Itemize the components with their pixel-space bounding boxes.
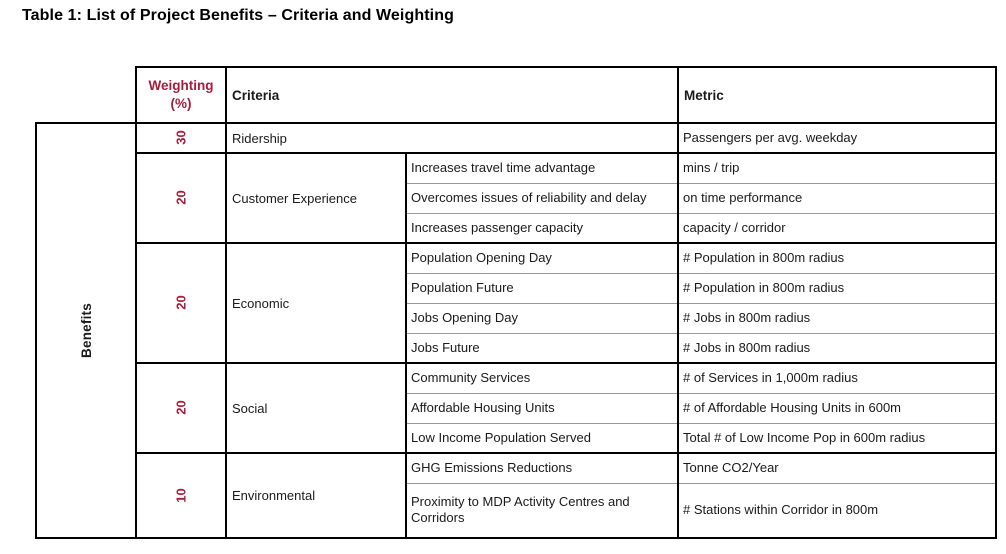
- sub-criteria-cell: Overcomes issues of reliability and dela…: [405, 182, 679, 214]
- criteria-cell: Social: [225, 362, 407, 454]
- table-row: Jobs Future # Jobs in 800m radius: [36, 332, 997, 364]
- sub-criteria-cell: Population Future: [405, 272, 679, 304]
- sub-criteria-cell: GHG Emissions Reductions: [405, 452, 679, 484]
- sub-criteria-cell: Community Services: [405, 362, 679, 394]
- metric-cell: Passengers per avg. weekday: [677, 122, 997, 154]
- table-row: Increases passenger capacity capacity / c…: [36, 212, 997, 244]
- table-row: Proximity to MDP Activity Centres and Co…: [36, 482, 997, 539]
- metric-cell: # Stations within Corridor in 800m: [677, 482, 997, 539]
- weighting-value: 10: [173, 487, 189, 503]
- weighting-value: 30: [173, 130, 189, 145]
- metric-cell: capacity / corridor: [677, 212, 997, 244]
- benefits-table: Weighting (%) Criteria Metric Benefits 30…: [35, 66, 997, 539]
- table-row: 20 Economic Population Opening Day # Popula…: [36, 242, 997, 364]
- benefits-side-label: Benefits: [78, 302, 94, 358]
- table-row: 20 Customer Experience Increases travel ti…: [36, 152, 997, 244]
- sub-criteria-cell: Low Income Population Served: [405, 422, 679, 454]
- metric-cell: Tonne CO2/Year: [677, 452, 997, 484]
- metric-cell: # of Services in 1,000m radius: [677, 362, 997, 394]
- weighting-value: 20: [173, 295, 189, 310]
- table-caption: Table 1: List of Project Benefits – Crit…: [22, 7, 454, 24]
- weighting-cell: 20: [135, 362, 227, 454]
- criteria-cell: Economic: [225, 242, 407, 364]
- metric-column-header: Metric: [677, 66, 997, 124]
- criteria-cell: Ridership: [225, 122, 679, 154]
- table-row: Jobs Opening Day # Jobs in 800m radius: [36, 302, 997, 334]
- header-row: Weighting (%) Criteria Metric: [36, 66, 997, 124]
- metric-cell: # Population in 800m radius: [677, 272, 997, 304]
- metric-cell: # Jobs in 800m radius: [677, 332, 997, 364]
- sub-criteria-cell: Affordable Housing Units: [405, 392, 679, 424]
- table-row: Population Future # Population in 800m ra…: [36, 272, 997, 304]
- weighting-cell: 20: [135, 242, 227, 364]
- metric-cell: # Population in 800m radius: [677, 242, 997, 274]
- table-row: Low Income Population Served Total # of L…: [36, 422, 997, 454]
- table-row: Benefits 30 Ridership Passengers per avg. w…: [35, 122, 997, 539]
- metric-cell: # of Affordable Housing Units in 600m: [677, 392, 997, 424]
- weighting-cell: 10: [135, 452, 227, 539]
- sub-criteria-cell: Jobs Future: [405, 332, 679, 364]
- criteria-cell: Customer Experience: [225, 152, 407, 244]
- table-row: 20 Social Community Services # of Services …: [36, 362, 997, 454]
- metric-cell: # Jobs in 800m radius: [677, 302, 997, 334]
- sub-criteria-cell: Jobs Opening Day: [405, 302, 679, 334]
- weighting-cell: 30: [135, 122, 227, 154]
- table-row: Overcomes issues of reliability and dela…: [36, 182, 997, 214]
- sub-criteria-cell: Population Opening Day: [405, 242, 679, 274]
- benefits-header-spacer: [36, 67, 136, 123]
- sub-criteria-cell: Increases travel time advantage: [405, 152, 679, 184]
- table-body: Benefits 30 Ridership Passengers per avg. w…: [35, 122, 997, 539]
- table-row: Affordable Housing Units # of Affordable …: [36, 392, 997, 424]
- weighting-cell: 20: [135, 152, 227, 244]
- sub-criteria-cell: Proximity to MDP Activity Centres and Co…: [405, 482, 679, 539]
- criteria-cell: Environmental: [225, 452, 407, 539]
- metric-cell: on time performance: [677, 182, 997, 214]
- criteria-column-header: Criteria: [225, 66, 679, 124]
- weighting-column-header: Weighting (%): [135, 66, 227, 124]
- metric-cell: mins / trip: [677, 152, 997, 184]
- benefits-side-cell: Benefits: [35, 122, 137, 539]
- table-row: 10 Environmental GHG Emissions Reductions T…: [36, 452, 997, 539]
- metric-cell: Total # of Low Income Pop in 600m radius: [677, 422, 997, 454]
- weighting-value: 20: [173, 400, 189, 415]
- weighting-value: 20: [173, 190, 189, 205]
- sub-criteria-cell: Increases passenger capacity: [405, 212, 679, 244]
